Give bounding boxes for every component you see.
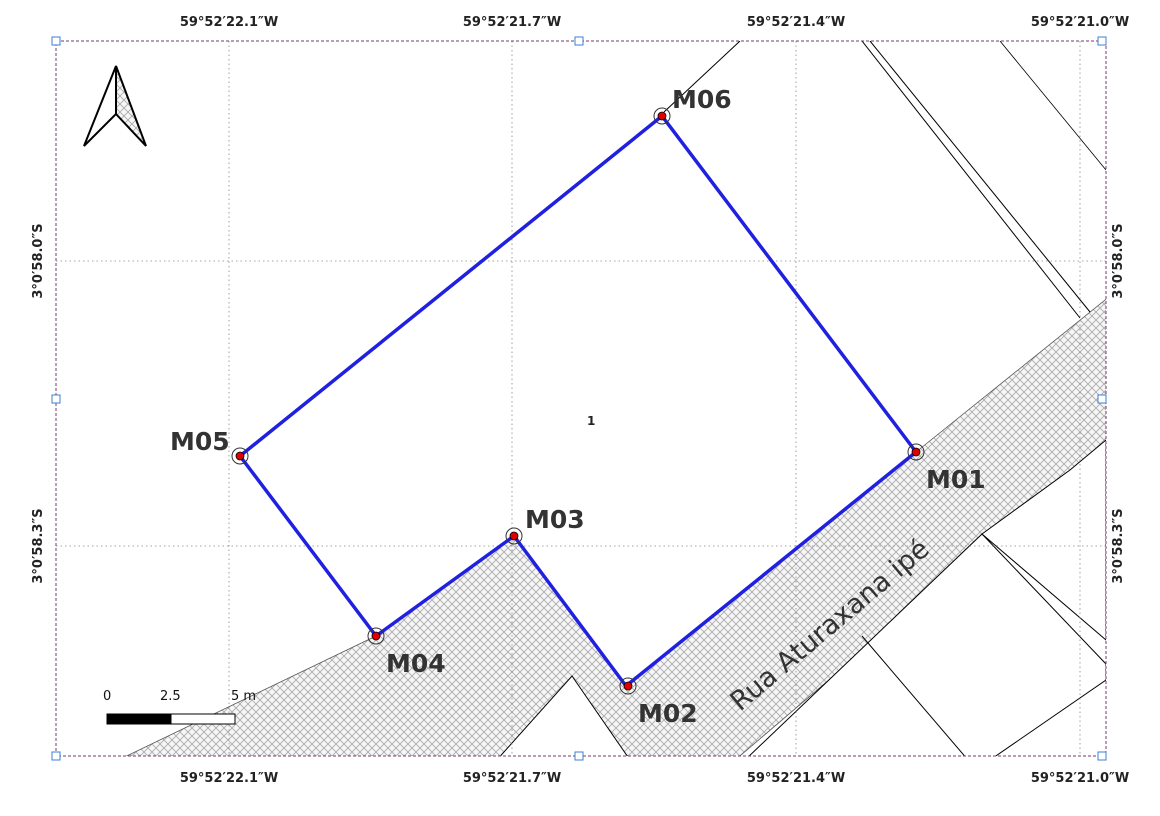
north-arrow-icon xyxy=(83,65,147,147)
lot-line-a xyxy=(861,635,966,756)
scale-label-0: 0 xyxy=(103,689,111,704)
coord-bottom-3: 59°52′21.4″W xyxy=(747,771,845,786)
marker-label-m06: M06 xyxy=(672,85,732,114)
property-line-3 xyxy=(869,41,1091,313)
scale-label-5m: 5 m xyxy=(231,689,256,704)
property-line-1 xyxy=(663,41,741,113)
marker-m05 xyxy=(231,447,249,465)
marker-label-m05: M05 xyxy=(170,427,230,456)
coord-bottom-2: 59°52′21.7″W xyxy=(463,771,561,786)
marker-m01 xyxy=(907,443,925,461)
marker-label-m04: M04 xyxy=(386,649,446,678)
coord-left-1: 3°0′58.0″S xyxy=(31,223,46,298)
lot-south-1 xyxy=(499,675,628,756)
marker-m04 xyxy=(367,627,385,645)
coord-bottom-1: 59°52′22.1″W xyxy=(180,771,278,786)
lot-east xyxy=(981,439,1106,641)
coord-top-3: 59°52′21.4″W xyxy=(747,15,845,30)
selection-handles[interactable] xyxy=(51,36,1107,761)
marker-label-m02: M02 xyxy=(638,699,698,728)
marker-m02 xyxy=(619,677,637,695)
coord-right-1: 3°0′58.0″S xyxy=(1111,223,1126,298)
coord-top-4: 59°52′21.0″W xyxy=(1031,15,1129,30)
coord-top-1: 59°52′22.1″W xyxy=(180,15,278,30)
coord-bottom-4: 59°52′21.0″W xyxy=(1031,771,1129,786)
lot-south-2 xyxy=(748,533,1106,756)
marker-label-m03: M03 xyxy=(525,505,585,534)
map-content: M01 M02 M03 M04 M05 M06 1 Rua Aturaxana … xyxy=(56,41,1106,756)
coord-left-2: 3°0′58.3″S xyxy=(31,508,46,583)
property-line-2 xyxy=(861,41,1081,319)
property-line-4 xyxy=(999,41,1106,171)
coord-top-2: 59°52′21.7″W xyxy=(463,15,561,30)
marker-m06 xyxy=(653,107,671,125)
scale-bar: 0 2.5 5 m xyxy=(103,689,256,725)
coord-right-2: 3°0′58.3″S xyxy=(1111,508,1126,583)
parcel-id: 1 xyxy=(587,414,595,428)
marker-m03 xyxy=(505,527,523,545)
scale-label-2-5: 2.5 xyxy=(160,689,181,704)
marker-label-m01: M01 xyxy=(926,465,986,494)
